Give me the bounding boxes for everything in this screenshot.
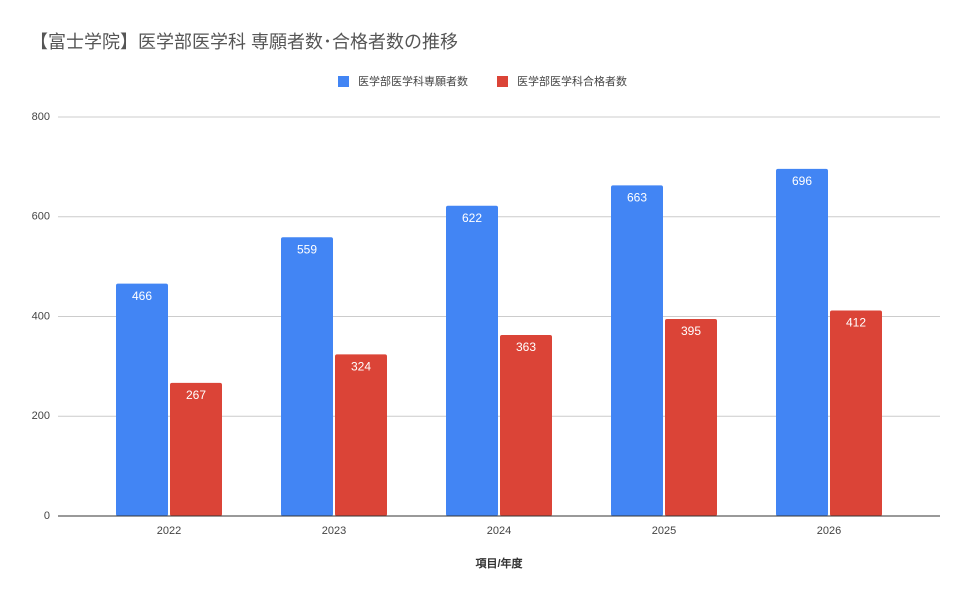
bar bbox=[665, 318, 717, 516]
bar bbox=[335, 354, 387, 516]
x-axis-title: 項目/年度 bbox=[475, 556, 523, 570]
bar bbox=[830, 310, 882, 516]
data-label: 559 bbox=[297, 242, 317, 256]
x-tick-label: 2023 bbox=[322, 525, 346, 537]
data-label: 363 bbox=[516, 340, 536, 354]
data-label: 324 bbox=[351, 360, 371, 374]
y-tick-label: 200 bbox=[32, 410, 50, 422]
y-tick-label: 0 bbox=[44, 510, 50, 522]
x-tick-label: 2026 bbox=[817, 525, 841, 537]
x-tick-label: 2025 bbox=[652, 525, 676, 537]
data-label: 412 bbox=[846, 316, 866, 330]
y-tick-label: 400 bbox=[32, 310, 50, 322]
bar bbox=[281, 237, 333, 517]
bar bbox=[116, 283, 168, 516]
data-label: 696 bbox=[792, 174, 812, 188]
data-label: 466 bbox=[132, 289, 152, 303]
data-label: 267 bbox=[186, 388, 206, 402]
legend-swatch bbox=[338, 76, 349, 87]
data-label: 395 bbox=[681, 324, 701, 338]
data-label: 622 bbox=[462, 211, 482, 225]
bar bbox=[500, 334, 552, 516]
bar bbox=[611, 185, 663, 517]
legend-label: 医学部医学科合格者数 bbox=[517, 74, 627, 88]
legend-label: 医学部医学科専願者数 bbox=[358, 74, 468, 88]
bar bbox=[776, 168, 828, 516]
bar bbox=[170, 382, 222, 516]
legend-swatch bbox=[497, 76, 508, 87]
y-tick-label: 800 bbox=[32, 111, 50, 123]
x-tick-label: 2022 bbox=[157, 525, 181, 537]
y-tick-label: 600 bbox=[32, 211, 50, 223]
chart-title: 【富士学院】医学部医学科 専願者数･合格者数の推移 bbox=[30, 32, 458, 52]
x-tick-label: 2024 bbox=[487, 525, 511, 537]
bar bbox=[446, 205, 498, 516]
data-label: 663 bbox=[627, 191, 647, 205]
